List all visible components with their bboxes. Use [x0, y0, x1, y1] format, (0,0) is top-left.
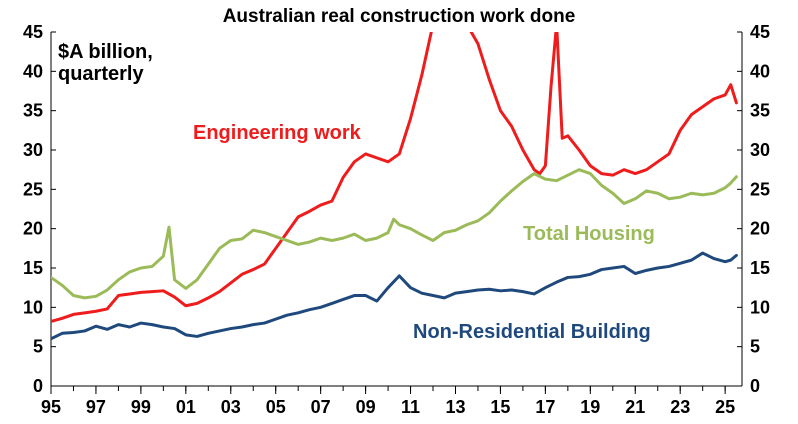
right-y-tick-label: 30	[750, 140, 770, 160]
x-tick-label: 09	[356, 397, 376, 417]
left-y-tick-label: 35	[23, 101, 43, 121]
x-axis: 95 97 99 01 03 05 07 09 11 13 15 17 19 21 23 25	[41, 385, 742, 417]
right-y-tick-label: 5	[750, 337, 760, 357]
x-tick-label: 97	[86, 397, 106, 417]
series-label-non-residential-building: Non-Residential Building	[413, 321, 651, 343]
right-y-tick-label: 35	[750, 101, 770, 121]
right-y-tick-label: 45	[750, 22, 770, 42]
right-y-tick-label: 20	[750, 219, 770, 239]
series-line-engineering-work	[51, 32, 738, 323]
x-tick-label: 05	[266, 397, 286, 417]
series-label-engineering-work: Engineering work	[193, 122, 362, 144]
left-y-tick-label: 20	[23, 219, 43, 239]
left-y-tick-label: 15	[23, 258, 43, 278]
left-y-tick-label: 45	[23, 22, 43, 42]
left-y-tick-label: 0	[33, 376, 43, 396]
x-tick-label: 19	[580, 397, 600, 417]
left-y-tick-label: 10	[23, 297, 43, 317]
right-y-tick-label: 25	[750, 179, 770, 199]
x-tick-label: 07	[311, 397, 331, 417]
chart-title: Australian real construction work done	[223, 6, 576, 27]
x-tick-label: 95	[41, 397, 61, 417]
right-y-axis: 0 5 10 15 20 25 30 35 40 45	[737, 22, 770, 396]
series-label-total-housing: Total Housing	[523, 223, 655, 245]
series-line-non-residential-building	[51, 251, 738, 341]
x-tick-label: 15	[490, 397, 510, 417]
x-tick-label: 11	[401, 397, 420, 417]
x-tick-label: 13	[445, 397, 465, 417]
x-tick-label: 99	[131, 397, 151, 417]
plot-area	[51, 32, 738, 341]
x-tick-label: 17	[535, 397, 555, 417]
left-y-axis: 0 5 10 15 20 25 30 35 40 45	[23, 22, 56, 396]
right-y-tick-label: 40	[750, 61, 770, 81]
x-tick-label: 03	[221, 397, 241, 417]
series-line-total-housing	[51, 168, 738, 300]
right-y-tick-label: 0	[750, 376, 760, 396]
x-tick-label: 25	[715, 397, 735, 417]
right-y-tick-label: 15	[750, 258, 770, 278]
left-y-tick-label: 40	[23, 61, 43, 81]
x-tick-label: 01	[176, 397, 196, 417]
x-tick-label: 23	[670, 397, 690, 417]
unit-label-line-1: $A billion,	[58, 41, 153, 63]
left-y-tick-label: 25	[23, 179, 43, 199]
x-tick-label: 21	[625, 397, 645, 417]
right-y-tick-label: 10	[750, 297, 770, 317]
left-y-tick-label: 5	[33, 337, 43, 357]
left-y-tick-label: 30	[23, 140, 43, 160]
unit-label-line-2: quarterly	[58, 63, 144, 85]
